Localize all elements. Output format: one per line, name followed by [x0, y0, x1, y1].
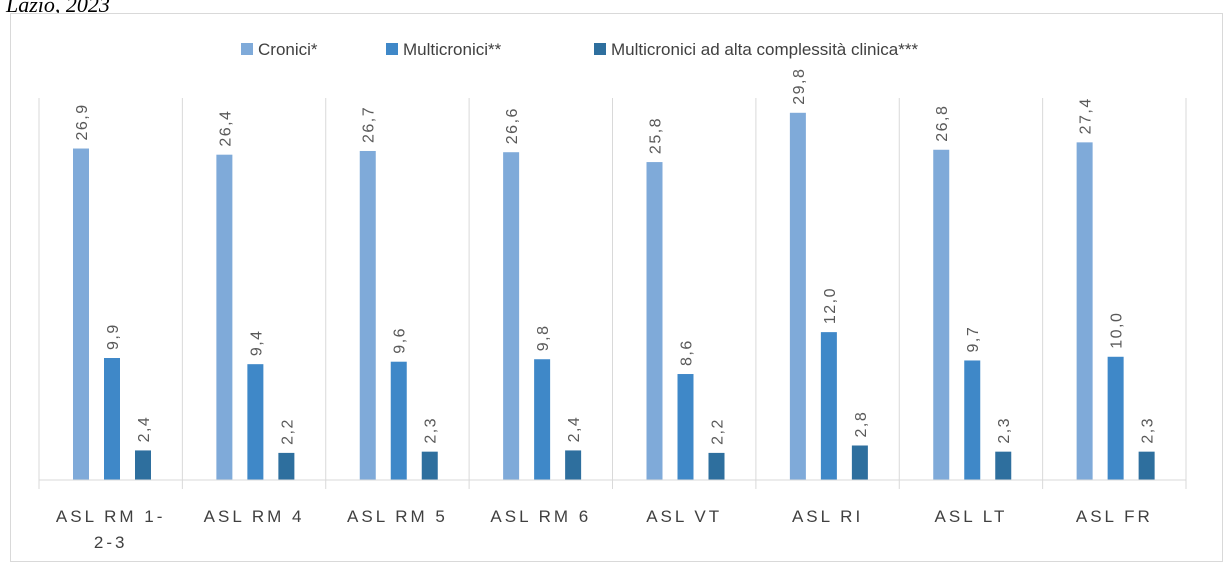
- chart-frame: [10, 13, 1223, 562]
- data-label: 2,3: [996, 417, 1013, 444]
- figure-caption-fragment: Lazio, 2023: [6, 0, 110, 17]
- data-label: 2,4: [136, 416, 153, 443]
- bar: [73, 148, 89, 480]
- data-label: 8,6: [679, 339, 696, 366]
- bar: [1107, 356, 1124, 480]
- legend-swatch-2: [386, 43, 398, 55]
- category-label: ASL RM 6: [490, 507, 591, 526]
- bar: [820, 332, 837, 480]
- bar: [995, 451, 1012, 480]
- bar: [390, 361, 407, 480]
- bar: [278, 452, 295, 480]
- bar: [421, 451, 438, 480]
- data-label: 26,4: [217, 110, 234, 147]
- category-label: ASL RI: [792, 507, 863, 526]
- legend-label-3: Multicronici ad alta complessità clinica…: [611, 40, 918, 59]
- data-label: 26,8: [934, 105, 951, 142]
- bar: [964, 360, 981, 480]
- data-label: 27,4: [1078, 97, 1095, 134]
- category-separators: [38, 98, 1187, 489]
- bar: [708, 452, 725, 480]
- category-label: ASL VT: [646, 507, 722, 526]
- bar: [216, 154, 233, 480]
- bar-series: [73, 112, 1155, 481]
- category-label: ASL LT: [935, 507, 1008, 526]
- bar: [503, 152, 520, 480]
- category-label: ASL RM 5: [347, 507, 448, 526]
- bar: [565, 450, 582, 480]
- category-label: ASL FR: [1076, 507, 1153, 526]
- data-label: 9,7: [965, 326, 982, 353]
- data-label: 9,4: [248, 329, 265, 356]
- chart-legend: Cronici* Multicronici** Multicronici ad al…: [241, 40, 918, 59]
- data-label: 9,9: [105, 323, 122, 350]
- legend-label-2: Multicronici**: [403, 40, 502, 59]
- bar: [789, 112, 806, 480]
- bar: [1138, 451, 1155, 480]
- data-label: 12,0: [822, 287, 839, 324]
- legend-label-1: Cronici*: [258, 40, 318, 59]
- bar: [851, 445, 868, 480]
- data-label: 25,8: [648, 117, 665, 154]
- bar: [1076, 142, 1093, 480]
- bar: [933, 149, 950, 481]
- bar: [646, 162, 663, 480]
- bar: [247, 364, 264, 480]
- data-label: 26,9: [74, 103, 91, 140]
- category-label: ASL RM 1-: [56, 507, 166, 526]
- category-label: ASL RM 4: [204, 507, 305, 526]
- bar: [677, 374, 694, 480]
- data-labels: 26,9 9,9 2,4 26,4 9,4 2,2 26,7 9,6 2,3 26,6 9,8 2,4…: [74, 68, 1157, 445]
- data-label: 2,2: [710, 418, 727, 445]
- category-labels: ASL RM 1- 2-3 ASL RM 4 ASL RM 5 ASL RM 6 ASL …: [56, 507, 1153, 552]
- bar: [135, 450, 151, 480]
- data-label: 2,2: [279, 418, 296, 445]
- legend-swatch-1: [241, 43, 253, 55]
- data-label: 2,8: [853, 411, 870, 438]
- data-label: 10,0: [1109, 312, 1126, 349]
- bar: [534, 359, 551, 480]
- bar: [359, 150, 376, 480]
- data-label: 2,4: [566, 416, 583, 443]
- data-label: 29,8: [791, 68, 808, 105]
- category-label: 2-3: [94, 533, 128, 552]
- data-label: 26,7: [361, 106, 378, 143]
- data-label: 9,8: [535, 324, 552, 351]
- data-label: 9,6: [392, 327, 409, 354]
- legend-swatch-3: [594, 43, 606, 55]
- data-label: 2,3: [423, 417, 440, 444]
- data-label: 2,3: [1140, 417, 1157, 444]
- data-label: 26,6: [504, 107, 521, 144]
- bar: [104, 358, 120, 480]
